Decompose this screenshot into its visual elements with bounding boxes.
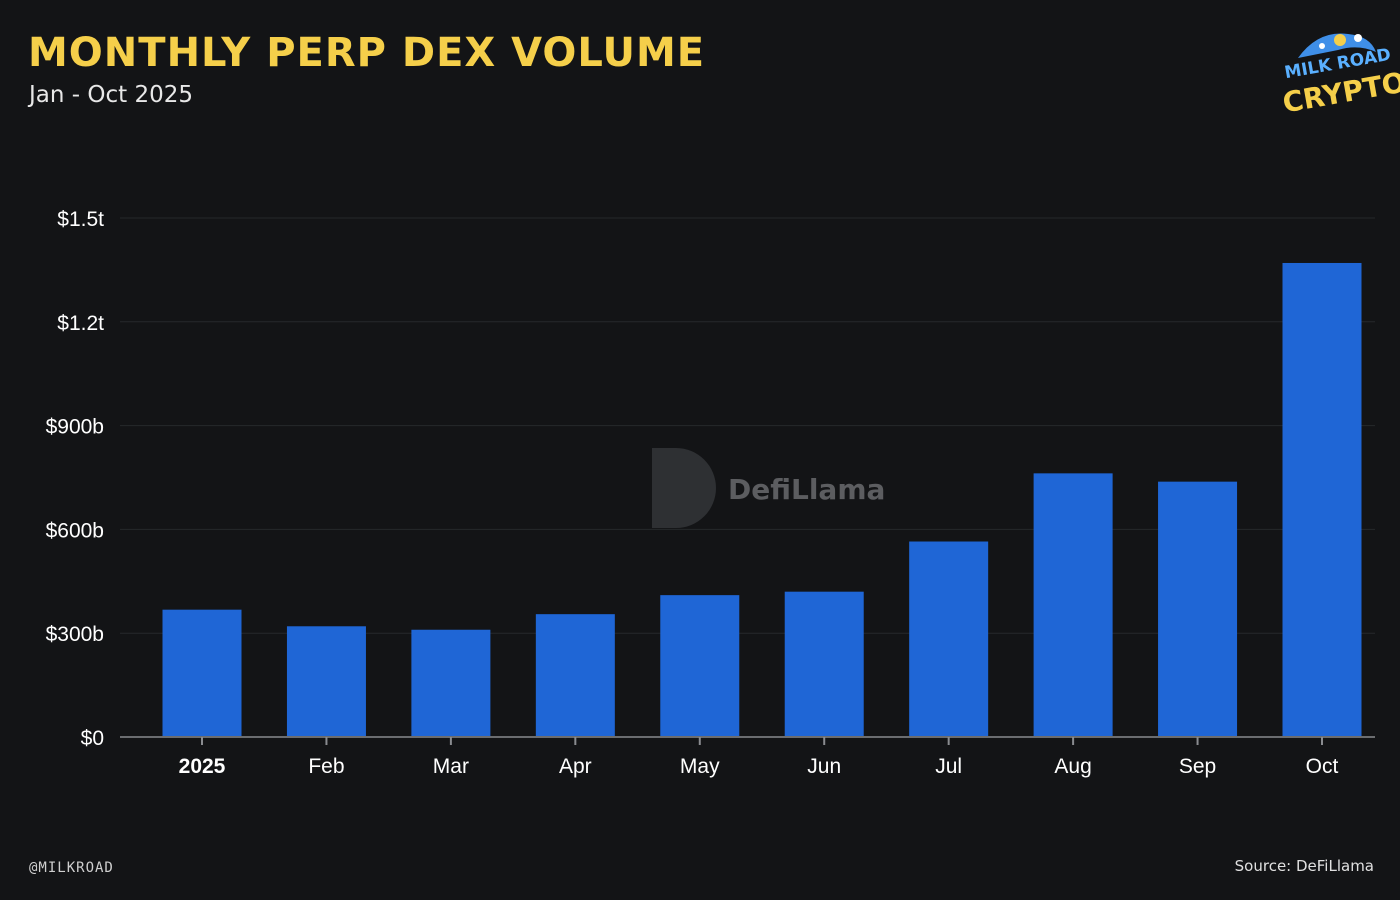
x-tick-label: May — [680, 755, 720, 778]
milk-road-logo: MILK ROAD CRYPTO — [1278, 24, 1400, 120]
y-tick-label: $1.5t — [57, 208, 104, 231]
bar-feb — [286, 626, 366, 737]
x-tick-label: Apr — [559, 755, 592, 778]
y-tick-label: $600b — [46, 519, 104, 542]
watermark-text: DefiLlama — [728, 473, 885, 506]
x-tick-label: Jun — [807, 755, 841, 778]
chart-subtitle: Jan - Oct 2025 — [29, 82, 193, 108]
bar-apr — [535, 614, 615, 737]
x-tick-label: Feb — [308, 755, 344, 778]
bar-sep — [1158, 481, 1238, 737]
chart-title: MONTHLY PERP DEX VOLUME — [28, 30, 706, 76]
y-tick-label: $900b — [46, 416, 104, 439]
axes: $0 $300b $600b $900b $1.2t $1.5t 2025 Feb Mar Apr… — [46, 208, 1375, 778]
y-tick-label: $1.2t — [57, 312, 104, 335]
x-tick-label: Mar — [433, 755, 469, 778]
bar-jul — [909, 541, 989, 737]
defillama-watermark: DefiLlama — [652, 448, 885, 528]
bar-2025 — [162, 609, 242, 737]
defillama-logo-icon — [652, 448, 716, 528]
bars — [162, 262, 1362, 737]
cow-rocket-icon — [1298, 33, 1376, 58]
footer-handle: @MILKROAD — [29, 860, 114, 876]
y-tick-label: $300b — [46, 623, 104, 646]
x-tick-label: Jul — [935, 755, 962, 778]
bar-aug — [1033, 473, 1113, 737]
x-tick-label: 2025 — [179, 755, 226, 778]
bar-oct — [1282, 262, 1362, 737]
y-tick-label: $0 — [81, 727, 104, 750]
x-tick-label: Sep — [1179, 755, 1216, 778]
bar-mar — [411, 629, 491, 737]
bar-jun — [784, 591, 864, 737]
bar-may — [660, 595, 740, 737]
footer-source: Source: DeFiLlama — [1234, 857, 1374, 875]
x-tick-label: Aug — [1054, 755, 1091, 778]
x-tick-label: Oct — [1306, 755, 1339, 778]
